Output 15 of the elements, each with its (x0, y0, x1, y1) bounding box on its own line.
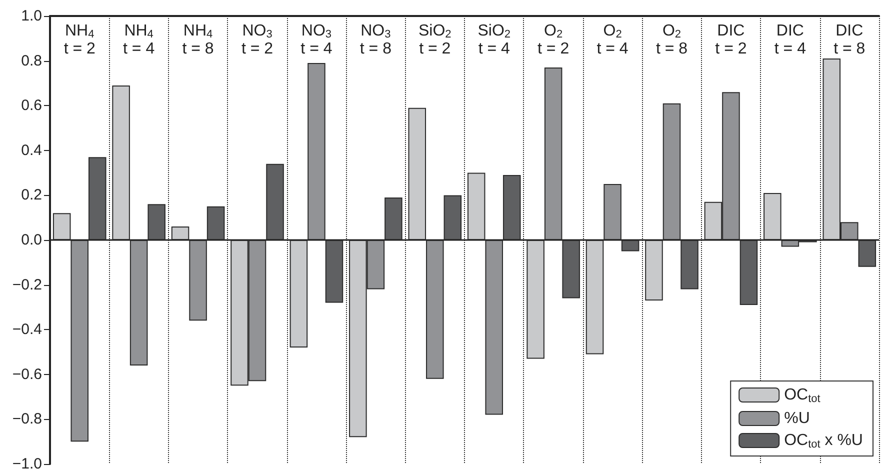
y-tick-label: 0.4 (21, 142, 42, 159)
y-tick-label: 0.0 (21, 232, 42, 248)
y-tick-label: 0.6 (21, 97, 42, 114)
y-tick-label: −0.4 (12, 321, 42, 338)
y-tick-label: −0.8 (12, 410, 42, 428)
x-tick-label: DIC t = 2 (715, 22, 747, 58)
y-tick-label: 1.0 (21, 8, 42, 24)
legend-label: %U (784, 410, 810, 427)
y-tick-label: 0.2 (21, 186, 42, 204)
x-tick-label: DIC t = 8 (834, 22, 866, 58)
x-tick-label: DIC t = 4 (774, 22, 806, 58)
y-tick-label: −1.0 (12, 456, 42, 472)
y-tick-label: −0.2 (12, 276, 42, 294)
y-tick-label: −0.6 (12, 366, 42, 383)
y-tick-label: 0.8 (21, 52, 42, 70)
